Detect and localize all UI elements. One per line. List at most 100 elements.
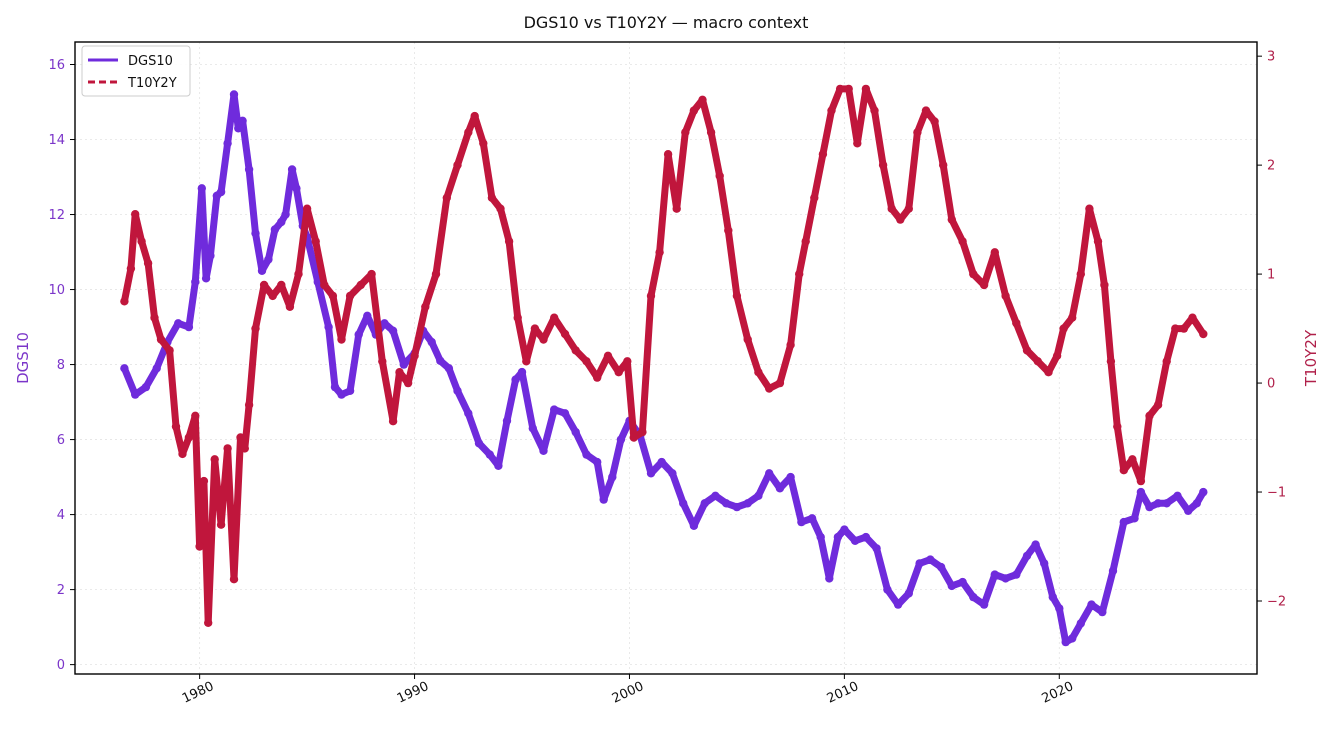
data-point-t10y2y bbox=[1052, 351, 1062, 360]
data-point-dgs10 bbox=[1199, 487, 1208, 497]
data-point-t10y2y bbox=[522, 357, 531, 366]
data-point-dgs10 bbox=[184, 322, 194, 332]
data-point-dgs10 bbox=[251, 229, 260, 238]
data-point-t10y2y bbox=[165, 346, 174, 355]
data-point-t10y2y bbox=[550, 313, 559, 322]
data-point-t10y2y bbox=[835, 84, 845, 94]
data-point-dgs10 bbox=[152, 364, 161, 373]
data-point-dgs10 bbox=[223, 139, 232, 148]
data-point-dgs10 bbox=[131, 390, 140, 399]
legend-label-t10y2y: T10Y2Y bbox=[127, 76, 177, 91]
data-point-dgs10 bbox=[502, 416, 512, 425]
data-point-dgs10 bbox=[904, 589, 913, 598]
data-point-t10y2y bbox=[1059, 324, 1068, 333]
data-point-t10y2y bbox=[356, 280, 365, 290]
data-point-dgs10 bbox=[689, 521, 699, 530]
data-point-t10y2y bbox=[614, 368, 623, 377]
data-point-t10y2y bbox=[504, 237, 514, 246]
data-point-t10y2y bbox=[655, 248, 664, 257]
data-point-dgs10 bbox=[936, 562, 946, 572]
data-point-t10y2y bbox=[638, 427, 647, 437]
data-point-t10y2y bbox=[464, 128, 473, 137]
data-point-dgs10 bbox=[427, 337, 436, 347]
data-point-t10y2y bbox=[204, 618, 213, 627]
right-axis-title: T10Y2Y bbox=[1302, 329, 1320, 387]
data-point-t10y2y bbox=[1022, 346, 1032, 355]
left-axis-title: DGS10 bbox=[14, 332, 32, 384]
data-point-dgs10 bbox=[277, 217, 286, 227]
data-point-dgs10 bbox=[1136, 487, 1146, 497]
data-point-t10y2y bbox=[320, 280, 329, 290]
data-point-t10y2y bbox=[1033, 357, 1043, 366]
data-point-t10y2y bbox=[795, 269, 804, 279]
data-point-dgs10 bbox=[657, 457, 666, 467]
data-point-dgs10 bbox=[354, 330, 363, 339]
data-point-t10y2y bbox=[990, 248, 999, 257]
right-y-tick-label: 1 bbox=[1267, 268, 1275, 283]
data-point-dgs10 bbox=[494, 461, 503, 470]
data-point-t10y2y bbox=[801, 237, 810, 246]
data-point-t10y2y bbox=[328, 291, 338, 301]
data-point-dgs10 bbox=[754, 491, 763, 500]
data-point-t10y2y bbox=[431, 269, 441, 279]
data-point-dgs10 bbox=[517, 367, 527, 377]
data-point-t10y2y bbox=[724, 226, 733, 235]
data-point-t10y2y bbox=[388, 417, 398, 426]
data-point-dgs10 bbox=[399, 360, 408, 369]
data-point-dgs10 bbox=[191, 277, 200, 287]
data-point-t10y2y bbox=[244, 400, 254, 410]
data-point-t10y2y bbox=[958, 237, 967, 246]
left-y-tick-label: 14 bbox=[48, 133, 65, 148]
data-point-dgs10 bbox=[1055, 604, 1064, 613]
left-y-tick-label: 12 bbox=[48, 208, 65, 223]
data-point-t10y2y bbox=[603, 351, 613, 360]
left-y-tick-label: 16 bbox=[48, 58, 65, 73]
data-point-dgs10 bbox=[711, 491, 720, 500]
data-point-dgs10 bbox=[174, 319, 183, 328]
data-point-t10y2y bbox=[698, 95, 707, 105]
data-point-dgs10 bbox=[732, 502, 742, 512]
data-point-t10y2y bbox=[367, 269, 376, 279]
data-point-t10y2y bbox=[442, 193, 451, 202]
data-point-t10y2y bbox=[1044, 368, 1053, 377]
data-point-dgs10 bbox=[825, 574, 834, 583]
data-point-t10y2y bbox=[913, 128, 922, 137]
data-point-t10y2y bbox=[715, 171, 724, 181]
data-point-dgs10 bbox=[840, 525, 849, 534]
data-point-t10y2y bbox=[395, 368, 404, 377]
data-point-t10y2y bbox=[496, 204, 505, 213]
data-point-t10y2y bbox=[1145, 411, 1154, 420]
data-point-t10y2y bbox=[421, 302, 430, 311]
data-point-dgs10 bbox=[1087, 600, 1096, 609]
data-point-t10y2y bbox=[878, 160, 888, 170]
data-point-dgs10 bbox=[292, 184, 301, 193]
data-point-dgs10 bbox=[216, 187, 226, 197]
data-point-t10y2y bbox=[150, 313, 159, 322]
data-point-t10y2y bbox=[277, 280, 286, 290]
data-point-t10y2y bbox=[120, 297, 129, 306]
data-point-t10y2y bbox=[689, 106, 699, 115]
data-point-t10y2y bbox=[1179, 324, 1189, 333]
data-point-t10y2y bbox=[896, 215, 905, 224]
data-point-dgs10 bbox=[1192, 499, 1202, 508]
data-point-t10y2y bbox=[743, 335, 752, 344]
data-point-t10y2y bbox=[126, 264, 136, 273]
data-point-t10y2y bbox=[285, 302, 295, 311]
data-point-dgs10 bbox=[1061, 637, 1070, 647]
series-line-t10y2y bbox=[120, 85, 1207, 627]
data-point-t10y2y bbox=[1119, 466, 1129, 475]
left-y-tick-label: 6 bbox=[57, 433, 65, 448]
data-point-t10y2y bbox=[979, 280, 989, 290]
data-point-t10y2y bbox=[1113, 422, 1122, 431]
data-point-t10y2y bbox=[861, 84, 871, 94]
data-point-dgs10 bbox=[883, 585, 892, 594]
data-point-dgs10 bbox=[1098, 607, 1107, 617]
data-point-dgs10 bbox=[485, 450, 494, 459]
data-point-dgs10 bbox=[270, 225, 280, 234]
left-y-tick-label: 10 bbox=[48, 283, 65, 298]
data-point-dgs10 bbox=[1130, 514, 1139, 523]
data-point-t10y2y bbox=[853, 139, 862, 148]
data-point-dgs10 bbox=[324, 322, 333, 332]
data-point-dgs10 bbox=[1119, 517, 1129, 527]
